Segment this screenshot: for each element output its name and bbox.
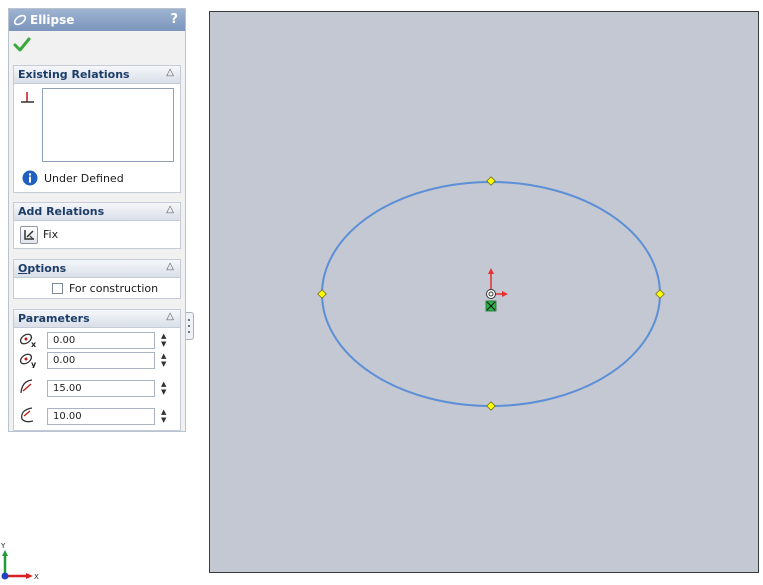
info-icon xyxy=(22,170,38,189)
fix-relation-button[interactable] xyxy=(20,226,38,244)
for-construction-label: For construction xyxy=(69,282,159,295)
options-title: Options xyxy=(18,262,67,275)
existing-relations-list[interactable] xyxy=(42,88,174,162)
minor-radius-icon xyxy=(18,406,40,427)
triad-y-label: Y xyxy=(0,542,6,550)
origin-icon[interactable] xyxy=(485,268,508,312)
svg-text:x: x xyxy=(31,340,37,348)
spinner-arrows-icon[interactable]: ▲ xyxy=(161,408,167,416)
spinner-arrows-icon[interactable]: ▼ xyxy=(161,416,167,424)
major-radius-spinner[interactable]: ▲ ▼ xyxy=(161,380,171,397)
for-construction-checkbox[interactable] xyxy=(52,283,63,294)
ok-button[interactable] xyxy=(13,36,31,55)
ok-checkmark-icon xyxy=(13,37,31,52)
spinner-arrows-icon[interactable]: ▲ xyxy=(161,352,167,360)
parameters-section: Parameters △ x ▲ ▼ y ▲ ▼ xyxy=(13,309,181,431)
ellipse-bottom-point[interactable] xyxy=(486,401,496,411)
collapse-chevron-icon[interactable]: △ xyxy=(166,67,174,78)
panel-resize-grip[interactable] xyxy=(186,312,194,340)
help-button[interactable]: ? xyxy=(170,12,178,27)
parameters-title: Parameters xyxy=(18,312,90,325)
ellipse-property-manager: Ellipse ? Existing Relations △ Under D xyxy=(8,8,186,432)
existing-relations-title: Existing Relations xyxy=(18,68,130,81)
ellipse-icon xyxy=(12,12,28,31)
center-x-icon: x xyxy=(18,330,40,351)
major-radius-input[interactable] xyxy=(47,380,155,397)
add-relations-title: Add Relations xyxy=(18,205,105,218)
major-radius-icon xyxy=(18,378,40,399)
existing-relations-header[interactable]: Existing Relations △ xyxy=(14,66,180,84)
relation-icon xyxy=(20,91,36,108)
fix-relation-icon xyxy=(24,230,34,240)
collapse-chevron-icon[interactable]: △ xyxy=(166,311,174,322)
collapse-chevron-icon[interactable]: △ xyxy=(166,261,174,272)
triad-x-label: X xyxy=(34,573,39,581)
center-x-spinner[interactable]: ▲ ▼ xyxy=(161,332,171,349)
collapse-chevron-icon[interactable]: △ xyxy=(166,204,174,215)
ellipse-right-point[interactable] xyxy=(655,289,665,299)
definition-status: Under Defined xyxy=(44,172,124,185)
minor-radius-spinner[interactable]: ▲ ▼ xyxy=(161,408,171,425)
minor-radius-input[interactable] xyxy=(47,408,155,425)
options-header[interactable]: Options △ xyxy=(14,260,180,278)
add-relations-header[interactable]: Add Relations △ xyxy=(14,203,180,221)
parameters-header[interactable]: Parameters △ xyxy=(14,310,180,328)
center-y-icon: y xyxy=(18,350,40,371)
svg-text:y: y xyxy=(31,360,37,368)
center-y-input[interactable] xyxy=(47,352,155,369)
spinner-arrows-icon[interactable]: ▲ xyxy=(161,380,167,388)
property-manager-title-bar: Ellipse ? xyxy=(9,9,185,31)
fix-relation-label: Fix xyxy=(43,228,59,241)
ellipse-top-point[interactable] xyxy=(486,176,496,186)
spinner-arrows-icon[interactable]: ▲ xyxy=(161,332,167,340)
center-y-spinner[interactable]: ▲ ▼ xyxy=(161,352,171,369)
existing-relations-section: Existing Relations △ Under Defined xyxy=(13,65,181,193)
reference-triad: Y X xyxy=(0,538,44,585)
center-x-input[interactable] xyxy=(47,332,155,349)
spinner-arrows-icon[interactable]: ▼ xyxy=(161,360,167,368)
sketch-canvas[interactable] xyxy=(210,12,758,572)
options-section: Options △ For construction xyxy=(13,259,181,299)
panel-title: Ellipse xyxy=(30,13,75,27)
add-relations-section: Add Relations △ Fix xyxy=(13,202,181,249)
ellipse-left-point[interactable] xyxy=(317,289,327,299)
spinner-arrows-icon[interactable]: ▼ xyxy=(161,388,167,396)
spinner-arrows-icon[interactable]: ▼ xyxy=(161,340,167,348)
graphics-area[interactable] xyxy=(209,11,759,573)
